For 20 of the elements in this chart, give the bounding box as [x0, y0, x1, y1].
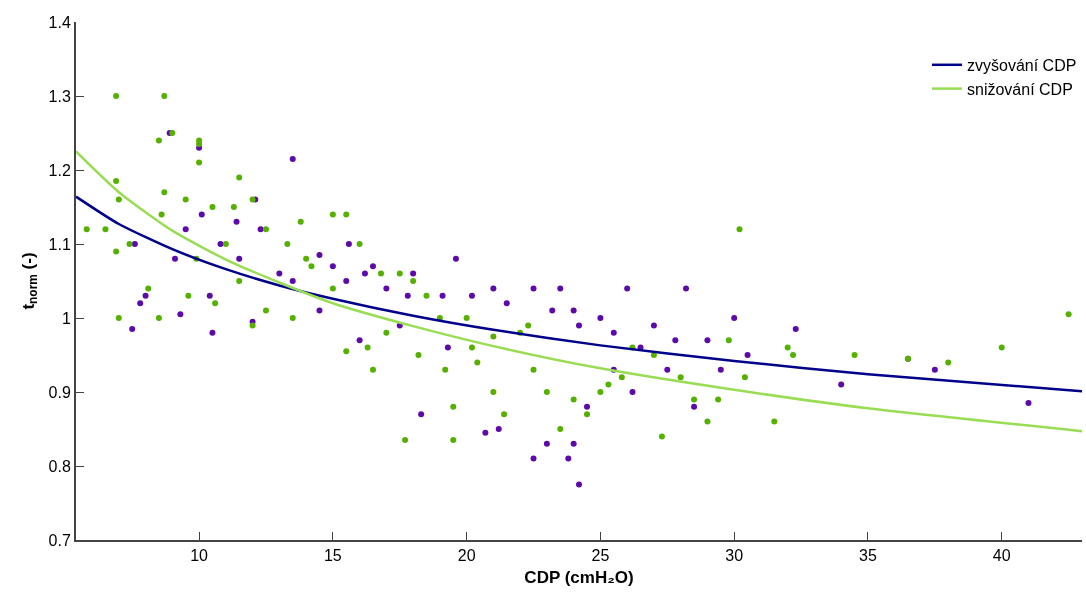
legend-label: zvyšování CDP — [967, 57, 1077, 75]
y-tick-label: 0.8 — [48, 457, 71, 475]
y-tick-label: 1.2 — [48, 161, 71, 179]
y-tick-label: 1.3 — [48, 87, 71, 105]
x-tick-label: 15 — [323, 547, 342, 565]
y-tick-label: 1.1 — [48, 235, 71, 253]
legend-label: snižování CDP — [967, 80, 1073, 98]
x-tick-label: 30 — [725, 547, 744, 565]
x-tick-label: 40 — [992, 547, 1011, 565]
y-tick-label: 1.4 — [48, 13, 71, 31]
x-axis-title: CDP (cmH₂O) — [524, 568, 634, 588]
line-series — [76, 195, 1082, 393]
y-tick-label: 1 — [61, 309, 71, 327]
y-tick-label: 0.9 — [48, 383, 71, 401]
x-tick-label: 25 — [591, 547, 610, 565]
y-tick-label: 0.7 — [48, 531, 71, 549]
x-tick-label: 10 — [190, 547, 209, 565]
line-series — [76, 150, 1082, 433]
x-tick-label: 35 — [859, 547, 877, 565]
x-tick-label: 20 — [457, 547, 476, 565]
